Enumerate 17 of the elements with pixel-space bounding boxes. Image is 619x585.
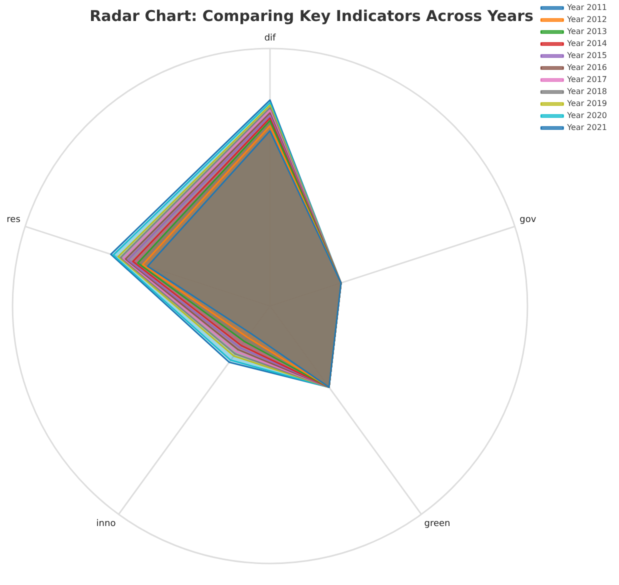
legend-label: Year 2014 <box>566 39 608 48</box>
chart-title: Radar Chart: Comparing Key Indicators Across Years <box>90 6 534 25</box>
legend-label: Year 2012 <box>566 15 608 24</box>
legend-label: Year 2019 <box>566 99 608 108</box>
legend-label: Year 2011 <box>566 3 608 12</box>
spoke-label: gov <box>520 214 537 225</box>
spoke-label: inno <box>96 519 116 530</box>
legend-label: Year 2016 <box>566 63 608 72</box>
legend-label: Year 2013 <box>566 27 608 36</box>
legend-label: Year 2021 <box>566 123 608 132</box>
legend-label: Year 2018 <box>566 87 608 96</box>
legend-label: Year 2015 <box>566 51 608 60</box>
spoke-label: dif <box>264 33 277 44</box>
spoke-label: green <box>424 519 450 530</box>
legend-label: Year 2020 <box>566 111 608 120</box>
spoke-label: res <box>6 214 21 225</box>
legend-label: Year 2017 <box>566 75 608 84</box>
